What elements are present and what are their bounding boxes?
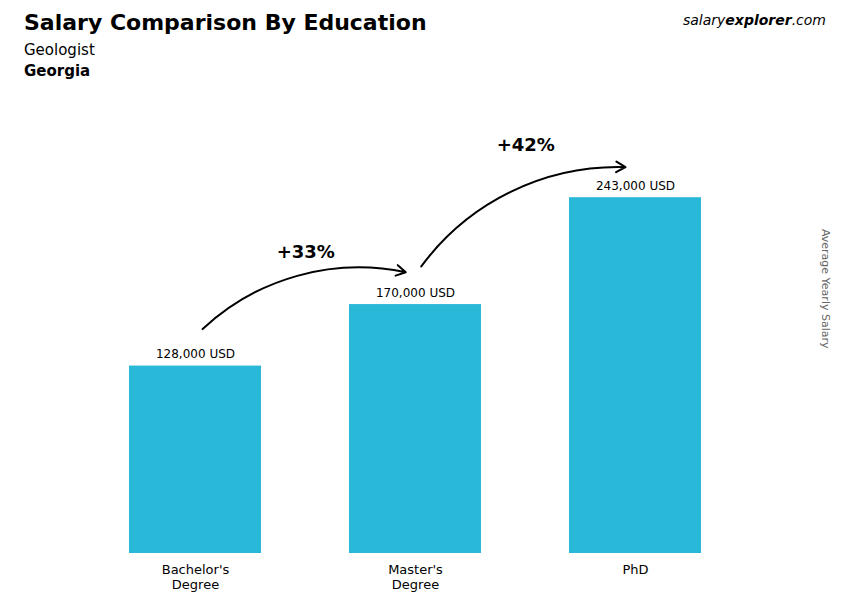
html-text:Salary Comparison By Education: Salary Comparison By Education — [24, 10, 427, 35]
svg-text:PhD: PhD — [622, 562, 648, 577]
svg-text:128,000 USD: 128,000 USD — [156, 347, 235, 361]
svg-text:Average Yearly Salary: Average Yearly Salary — [819, 229, 832, 349]
svg-text:243,000 USD: 243,000 USD — [596, 179, 675, 193]
svg-text:+33%: +33% — [277, 241, 335, 262]
html-text:salary explorer.com: salary explorer.com — [683, 12, 826, 28]
svg-text:+42%: +42% — [497, 134, 555, 155]
svg-text:170,000 USD: 170,000 USD — [376, 286, 455, 300]
svg-text:Bachelor'sDegree: Bachelor'sDegree — [162, 562, 230, 593]
html-text:Geologist: Geologist — [24, 41, 95, 59]
html-text:Georgia: Georgia — [24, 62, 91, 80]
svg-text:Master'sDegree: Master'sDegree — [388, 562, 443, 593]
